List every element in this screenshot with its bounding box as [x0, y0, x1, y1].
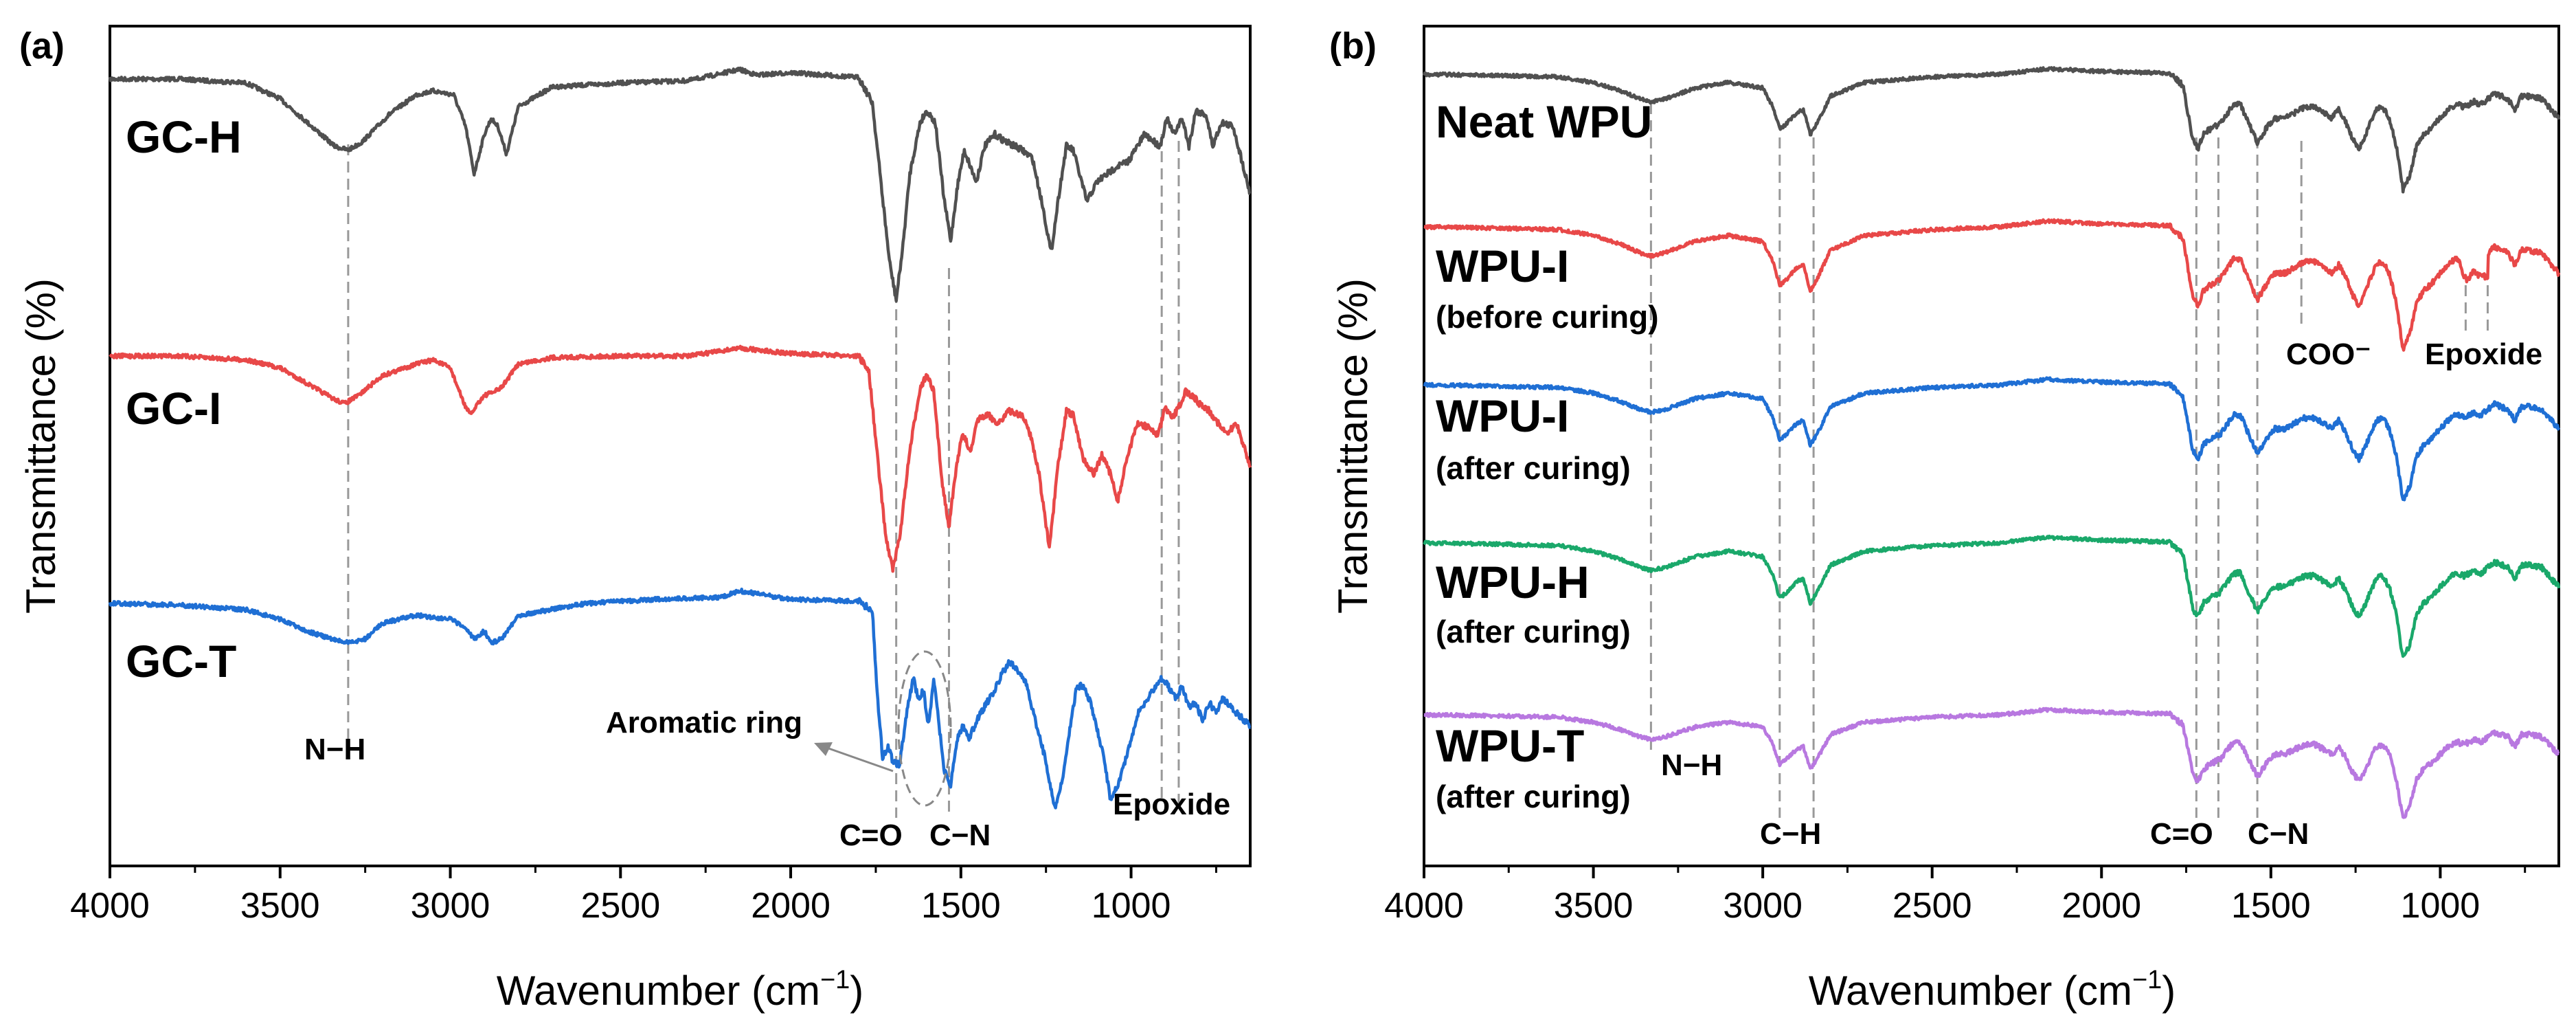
series-sub-wpu-i-after: (after curing) — [1436, 450, 1631, 486]
anno-a-nh: N−H — [304, 733, 365, 766]
anno-a-aromatic: Aromatic ring — [606, 706, 802, 739]
x-tick-label-1000: 1000 — [2401, 886, 2481, 926]
panel-b-x-axis-title-tail: ) — [2162, 968, 2176, 1014]
anno-b-cn: C−N — [2248, 817, 2309, 851]
series-label-neat-wpu: Neat WPU — [1436, 96, 1652, 147]
panel-a-x-axis-title-text: Wavenumber (cm — [497, 968, 820, 1014]
panel-b-x-axis-title-text: Wavenumber (cm — [1809, 968, 2132, 1014]
series-line-wpu-i-1 — [1423, 218, 2561, 352]
x-tick-label-4000: 4000 — [70, 886, 150, 926]
x-tick-label-3000: 3000 — [411, 886, 490, 926]
series-label-wpu-i-after: WPU-I — [1436, 390, 1569, 441]
anno-a-cn: C−N — [929, 819, 991, 852]
panel-b: (b) 4000 3500 3000 2500 2000 1500 1000 Neat WP… — [1329, 25, 2561, 1014]
anno-a-co: C=O — [839, 819, 903, 852]
panel-a-series — [108, 66, 1252, 810]
x-tick-label-1500: 1500 — [921, 886, 1001, 926]
anno-b-coo: COO⁻ — [2286, 337, 2371, 371]
series-line-gc-i — [109, 344, 1252, 573]
panel-a-x-axis-title-sup: −1 — [820, 966, 850, 994]
panel-a-x-axis-title: Wavenumber (cm−1) — [497, 966, 864, 1014]
panel-a-x-axis-title-tail: ) — [850, 968, 863, 1014]
anno-a-epoxide: Epoxide — [1113, 788, 1230, 821]
x-tick-label-2000: 2000 — [751, 886, 831, 926]
x-tick-label-2500: 2500 — [1893, 886, 1972, 926]
x-tick-label-4000: 4000 — [1384, 886, 1464, 926]
anno-b-ch: C−H — [1760, 817, 1821, 851]
x-tick-label-3500: 3500 — [240, 886, 320, 926]
panel-b-letter: (b) — [1329, 25, 1377, 67]
x-tick-label-1000: 1000 — [1092, 886, 1171, 926]
series-line-wpu-t-4 — [1423, 706, 2560, 819]
panel-a-y-axis-title: Transmittance (%) — [18, 278, 64, 614]
panel-b-x-axis-title: Wavenumber (cm−1) — [1809, 966, 2176, 1014]
series-label-gc-i: GC-I — [126, 383, 221, 434]
series-line-gc-h — [108, 66, 1252, 303]
aromatic-ring-ellipse — [897, 650, 952, 807]
aromatic-ring-arrowhead — [814, 742, 833, 756]
series-sub-wpu-h-after: (after curing) — [1436, 614, 1631, 649]
anno-b-co: C=O — [2150, 817, 2213, 851]
panel-b-x-ticks: 4000 3500 3000 2500 2000 1500 1000 — [1384, 866, 2527, 926]
panel-a-letter: (a) — [19, 25, 65, 67]
x-tick-label-2500: 2500 — [580, 886, 660, 926]
series-line-wpu-i-2 — [1423, 376, 2561, 502]
series-label-wpu-i-before: WPU-I — [1436, 241, 1569, 291]
panel-a-y-axis-title-text: Transmittance (%) — [18, 278, 64, 614]
series-line-neat wpu-0 — [1422, 66, 2561, 194]
x-tick-label-1500: 1500 — [2231, 886, 2311, 926]
panel-a: (a) 4000 3500 3000 2500 2000 1500 1000 GC-H GC… — [18, 25, 1252, 1014]
panel-a-x-ticks: 4000 3500 3000 2500 2000 1500 1000 — [70, 866, 1217, 926]
series-label-wpu-h-after: WPU-H — [1436, 557, 1590, 608]
series-sub-wpu-i-before: (before curing) — [1436, 299, 1659, 335]
series-label-gc-t: GC-T — [126, 636, 236, 687]
series-line-gc-t — [108, 588, 1252, 810]
panel-b-guide-lines — [1649, 103, 2489, 818]
anno-b-nh: N−H — [1661, 748, 1722, 782]
series-sub-wpu-t-after: (after curing) — [1436, 779, 1631, 814]
panel-b-y-axis-title-text: Transmittance (%) — [1330, 278, 1376, 614]
panel-b-y-axis-title: Transmittance (%) — [1330, 278, 1376, 614]
series-line-wpu-h-3 — [1423, 534, 2561, 658]
panel-a-frame — [109, 25, 1252, 867]
aromatic-ring-arrow — [820, 744, 894, 772]
x-tick-label-3000: 3000 — [1723, 886, 1803, 926]
x-tick-label-2000: 2000 — [2061, 886, 2141, 926]
series-label-wpu-t-after: WPU-T — [1436, 720, 1584, 771]
panel-b-frame — [1423, 25, 2560, 867]
anno-b-epoxide: Epoxide — [2425, 337, 2542, 371]
panel-b-x-axis-title-sup: −1 — [2132, 966, 2162, 994]
series-label-gc-h: GC-H — [126, 111, 242, 162]
panel-b-series — [1422, 66, 2561, 819]
x-tick-label-3500: 3500 — [1554, 886, 1634, 926]
